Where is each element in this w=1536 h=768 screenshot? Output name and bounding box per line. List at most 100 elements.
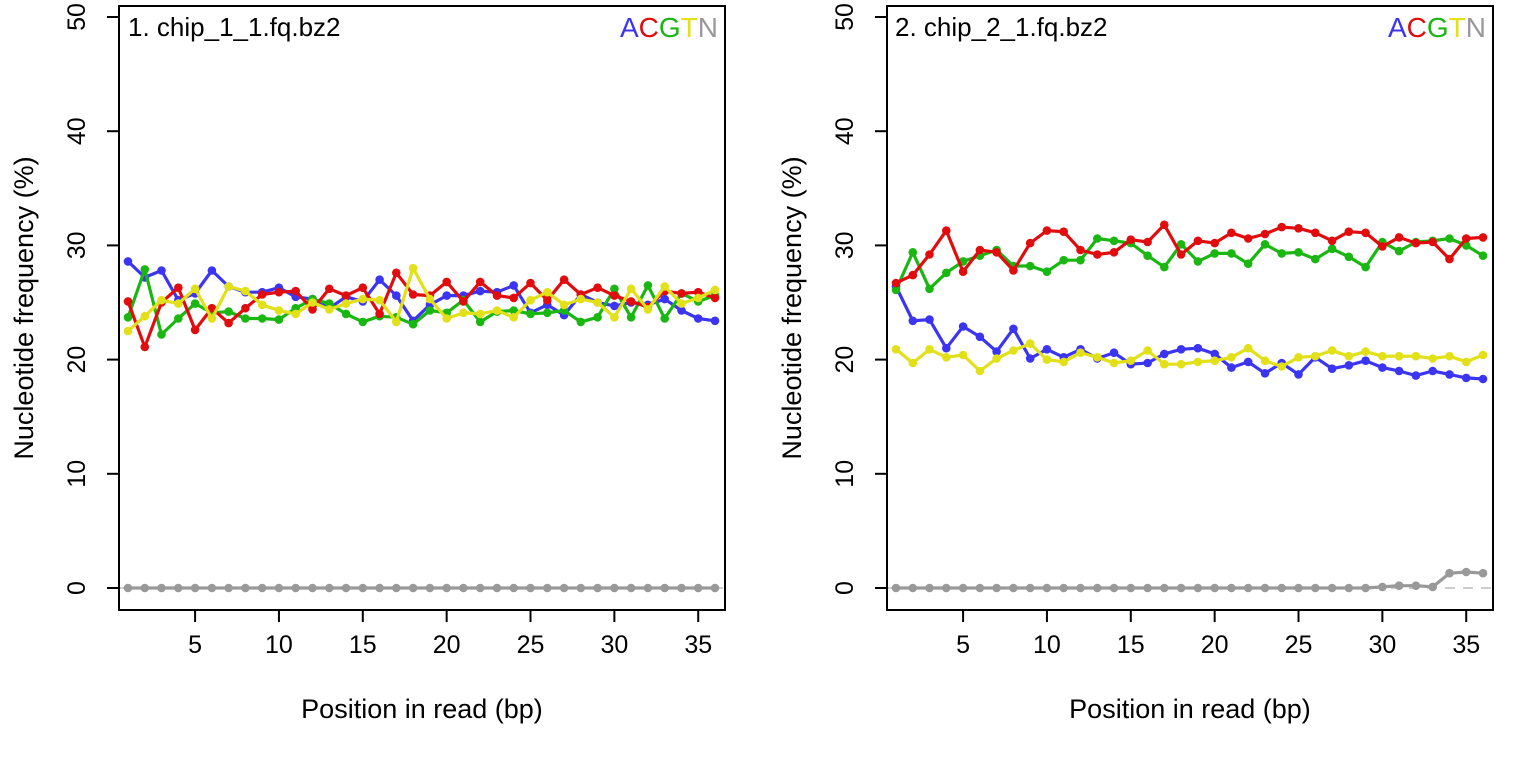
- data-point-c: [1210, 238, 1219, 248]
- data-point-g: [1311, 254, 1320, 264]
- y-axis-title: Nucleotide frequency (%): [777, 156, 807, 459]
- data-point-t: [308, 298, 317, 307]
- data-point-c: [190, 325, 200, 335]
- data-point-c: [207, 303, 217, 313]
- data-point-g: [1243, 259, 1253, 269]
- data-point-t: [224, 282, 233, 291]
- x-tick-label: 35: [684, 631, 712, 659]
- data-point-a: [677, 306, 686, 315]
- data-point-c: [1344, 227, 1354, 236]
- data-point-a: [710, 316, 720, 326]
- y-tick-label: 0: [831, 581, 859, 595]
- data-point-g: [190, 299, 200, 308]
- data-point-a: [610, 301, 619, 311]
- data-point-n: [1361, 583, 1370, 593]
- data-point-t: [891, 345, 901, 354]
- legend-letter-a: A: [620, 12, 639, 43]
- data-point-t: [325, 305, 334, 314]
- data-point-c: [610, 291, 619, 300]
- data-point-n: [1109, 583, 1119, 593]
- data-point-t: [1327, 346, 1337, 355]
- data-point-g: [1059, 255, 1068, 265]
- data-point-t: [1093, 353, 1102, 362]
- data-point-t: [992, 354, 1001, 363]
- data-point-t: [425, 294, 435, 304]
- legend-letter-a: A: [1388, 12, 1407, 43]
- data-point-c: [1361, 228, 1370, 238]
- data-point-g: [1093, 234, 1102, 243]
- data-point-c: [1294, 224, 1303, 233]
- data-point-g: [1210, 249, 1219, 258]
- data-point-c: [975, 245, 985, 255]
- data-point-n: [224, 583, 233, 593]
- x-tick-label: 15: [1117, 631, 1145, 659]
- data-point-g: [274, 315, 284, 324]
- x-tick-label: 25: [1285, 631, 1313, 659]
- data-point-n: [660, 583, 669, 593]
- data-point-c: [992, 248, 1001, 257]
- data-point-n: [1411, 581, 1421, 590]
- data-point-a: [1227, 363, 1236, 372]
- data-point-g: [241, 314, 250, 323]
- data-point-g: [1344, 252, 1354, 262]
- data-point-c: [1478, 233, 1488, 242]
- data-point-c: [1461, 234, 1471, 243]
- data-point-g: [1227, 249, 1236, 258]
- data-point-n: [1009, 583, 1018, 593]
- data-point-n: [1277, 583, 1286, 593]
- data-point-g: [925, 284, 934, 294]
- data-point-n: [291, 583, 301, 593]
- data-point-t: [576, 294, 586, 304]
- data-point-n: [958, 583, 968, 593]
- plot-frame: [118, 5, 726, 611]
- data-point-n: [908, 583, 918, 593]
- data-point-n: [375, 583, 384, 593]
- data-point-n: [1059, 583, 1068, 593]
- data-point-t: [1210, 356, 1219, 366]
- data-point-a: [1143, 358, 1152, 368]
- data-point-t: [492, 306, 502, 315]
- data-point-t: [274, 306, 284, 315]
- x-tick-label: 25: [517, 631, 545, 659]
- data-point-a: [958, 322, 968, 331]
- y-tick-label: 10: [831, 460, 859, 488]
- data-point-c: [958, 267, 968, 277]
- data-point-a: [1025, 354, 1035, 363]
- data-point-g: [908, 248, 918, 257]
- data-point-n: [1243, 583, 1253, 593]
- data-point-t: [677, 299, 686, 308]
- data-point-n: [559, 583, 569, 593]
- data-point-t: [375, 295, 384, 305]
- data-point-c: [942, 226, 951, 235]
- data-point-g: [660, 314, 669, 323]
- data-point-n: [1093, 583, 1102, 593]
- data-point-n: [207, 583, 217, 593]
- y-tick-label: 30: [831, 231, 859, 259]
- data-point-n: [1176, 583, 1186, 593]
- data-point-t: [392, 317, 401, 327]
- data-point-c: [1025, 238, 1035, 248]
- y-tick-label: 50: [63, 3, 91, 31]
- data-point-t: [190, 284, 200, 294]
- data-point-a: [1210, 349, 1219, 359]
- data-point-c: [1428, 237, 1437, 247]
- data-point-n: [274, 583, 284, 593]
- data-point-g: [425, 306, 435, 315]
- data-point-a: [1378, 363, 1387, 372]
- data-point-t: [543, 287, 552, 297]
- series-line-t: [126, 266, 716, 333]
- data-point-n: [492, 583, 502, 593]
- x-axis-title: Position in read (bp): [301, 694, 543, 724]
- data-point-n: [576, 583, 586, 593]
- data-point-a: [942, 343, 951, 353]
- data-point-n: [526, 583, 535, 593]
- data-point-n: [1143, 583, 1152, 593]
- data-point-t: [693, 293, 703, 303]
- data-point-a: [1394, 366, 1404, 376]
- data-point-g: [224, 307, 233, 316]
- y-tick-label: 20: [831, 346, 859, 374]
- data-point-t: [157, 295, 166, 305]
- data-point-g: [1394, 246, 1404, 256]
- legend-letter-g: G: [1427, 12, 1449, 43]
- data-point-c: [1143, 237, 1152, 247]
